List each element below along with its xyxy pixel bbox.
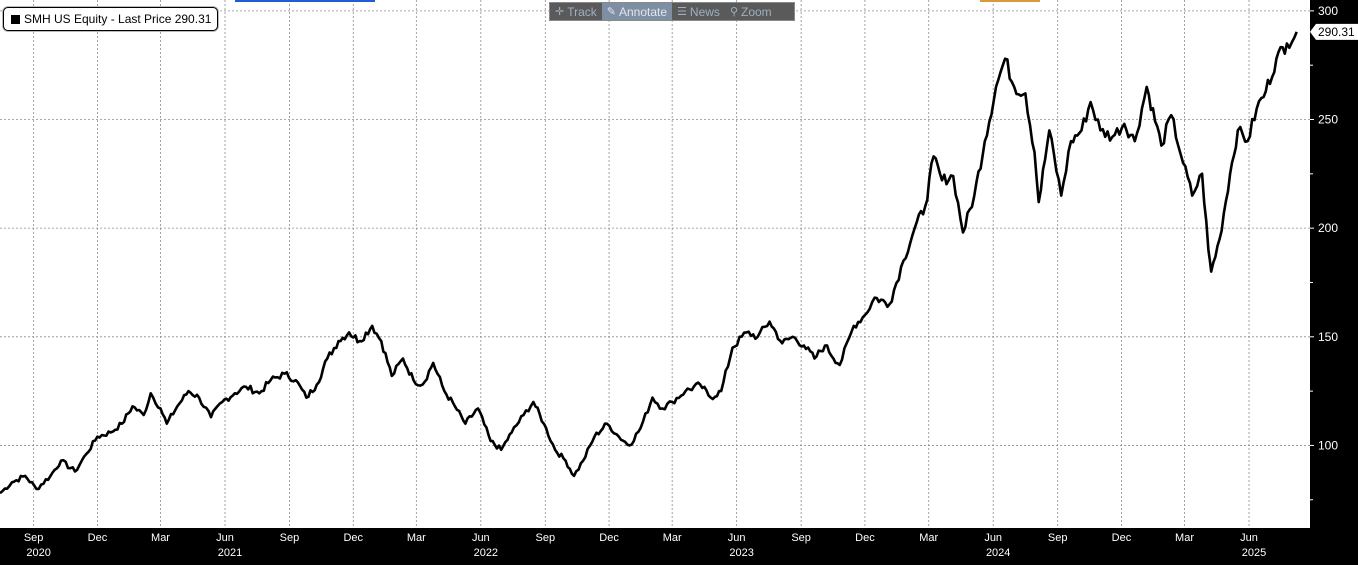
y-axis-ticks: 100 150 200 250 300	[1310, 4, 1338, 501]
annotate-label: Annotate	[619, 4, 668, 19]
plot-area[interactable]	[0, 0, 1310, 528]
x-tick-label: Dec	[855, 532, 875, 544]
x-axis-ticks: Sep 2020 Dec Mar Jun 2021 Sep Dec Mar Jun 2022 Sep D…	[24, 532, 1266, 559]
x-year-label: 2021	[218, 547, 242, 559]
top-accent-right	[980, 0, 1040, 2]
x-year-label: 2025	[1242, 547, 1266, 559]
x-tick-label: Mar	[663, 532, 682, 544]
y-tick-label: 100	[1318, 438, 1338, 452]
x-tick-label: Mar	[151, 532, 170, 544]
x-tick-label: Jun	[216, 532, 234, 544]
top-accent-left	[235, 0, 375, 2]
track-button[interactable]: ✛ Track	[550, 3, 602, 20]
x-year-label: 2022	[474, 547, 498, 559]
x-tick-label: Sep	[791, 532, 811, 544]
y-tick-label: 150	[1318, 330, 1338, 344]
grid-lines	[0, 0, 1310, 528]
x-tick-label: Mar	[407, 532, 426, 544]
x-tick-label: Jun	[472, 532, 490, 544]
x-tick-label: Jun	[1240, 532, 1258, 544]
x-tick-label: Sep	[1048, 532, 1068, 544]
crosshair-icon: ✛	[555, 6, 565, 18]
legend[interactable]: SMH US Equity - Last Price 290.31	[3, 7, 219, 31]
last-price-badge: 290.31	[1310, 23, 1358, 40]
x-year-label: 2023	[729, 547, 753, 559]
legend-label: SMH US Equity - Last Price 290.31	[24, 12, 212, 26]
news-button[interactable]: ☰ News	[672, 3, 725, 20]
zoom-label: Zoom	[741, 4, 772, 19]
x-tick-label: Sep	[280, 532, 300, 544]
chart-toolbar: ✛ Track ✎ Annotate ☰ News ⚲ Zoom	[549, 2, 795, 21]
x-tick-label: Sep	[536, 532, 556, 544]
x-tick-label: Mar	[919, 532, 938, 544]
legend-swatch	[11, 14, 20, 24]
last-price-badge-bg	[1310, 23, 1358, 40]
x-tick-label: Jun	[984, 532, 1002, 544]
magnifier-icon: ⚲	[729, 6, 738, 18]
x-tick-label: Dec	[599, 532, 619, 544]
x-tick-label: Dec	[343, 532, 363, 544]
track-label: Track	[567, 4, 597, 19]
price-line[interactable]	[0, 31, 1298, 495]
zoom-button[interactable]: ⚲ Zoom	[725, 3, 777, 20]
x-tick-label: Dec	[88, 532, 108, 544]
y-tick-label: 250	[1318, 113, 1338, 127]
x-tick-label: Mar	[1175, 532, 1194, 544]
pencil-icon: ✎	[606, 6, 616, 18]
last-price-label: 290.31	[1318, 25, 1355, 39]
news-icon: ☰	[677, 6, 687, 18]
annotate-button[interactable]: ✎ Annotate	[601, 3, 673, 20]
x-year-label: 2024	[986, 547, 1010, 559]
x-year-label: 2020	[26, 547, 50, 559]
y-tick-label: 300	[1318, 4, 1338, 18]
x-tick-label: Dec	[1112, 532, 1132, 544]
x-tick-label: Sep	[24, 532, 44, 544]
x-tick-label: Jun	[728, 532, 746, 544]
y-tick-label: 200	[1318, 221, 1338, 235]
news-label: News	[689, 4, 720, 19]
